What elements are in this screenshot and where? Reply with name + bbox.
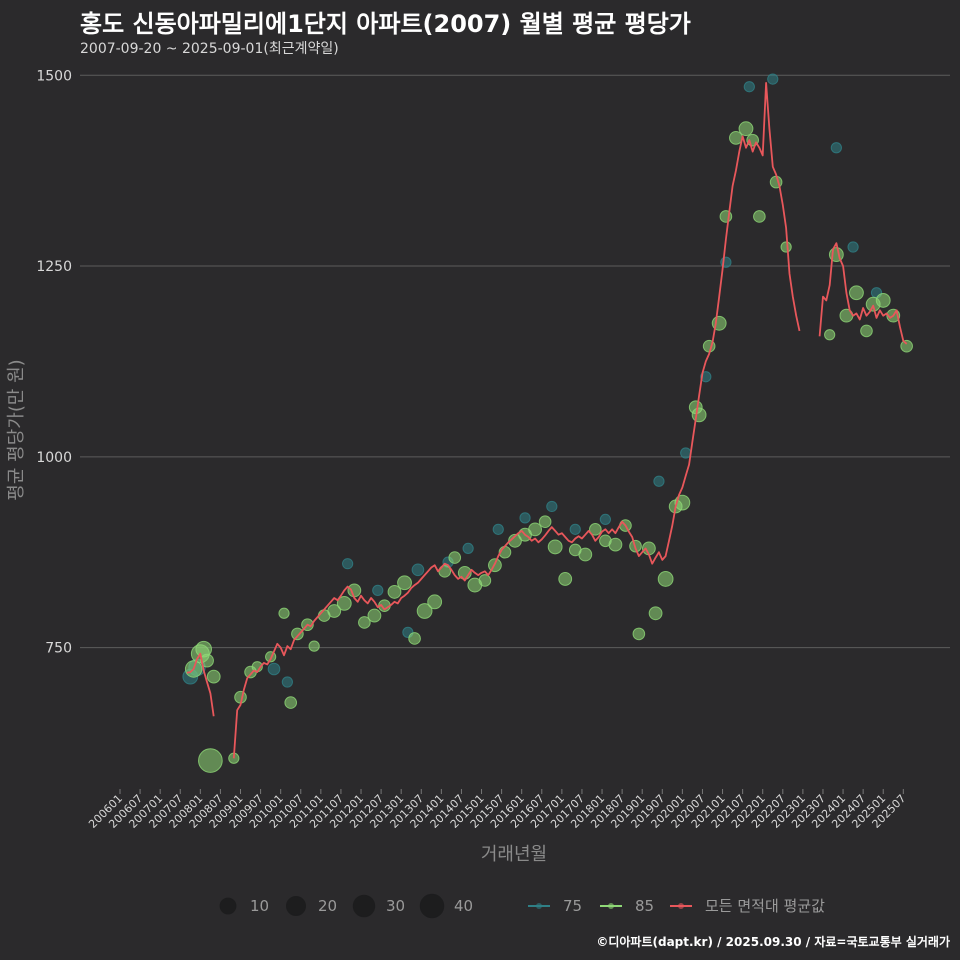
scatter-point-85 (397, 575, 412, 591)
scatter-point-85 (347, 583, 362, 598)
scatter-points (182, 73, 913, 773)
source-caption: ©디아파트(dapt.kr) / 2025.09.30 / 자료=국토교통부 실… (596, 935, 950, 949)
scatter-point-85 (824, 329, 836, 341)
scatter-point-85 (648, 606, 663, 621)
y-tick-label: 750 (45, 641, 72, 657)
scatter-point-85 (200, 653, 214, 668)
legend-size-symbol (352, 894, 376, 918)
y-tick-label: 1000 (36, 450, 72, 466)
scatter-point-75 (569, 523, 581, 535)
scatter-point-85 (327, 604, 342, 618)
scatter-point-85 (478, 574, 492, 587)
legend-size-symbol (419, 893, 445, 919)
y-axis-ticks: 750 1000 1250 1500 (36, 68, 72, 656)
legend-point-symbol (608, 903, 614, 909)
y-tick-label: 1250 (36, 259, 72, 275)
scatter-point-75 (462, 542, 474, 555)
scatter-point-75 (281, 676, 293, 688)
scatter-point-85 (860, 324, 873, 338)
scatter-point-85 (336, 595, 352, 611)
scatter-point-85 (753, 210, 766, 223)
scatter-point-75 (519, 512, 531, 524)
average-line (186, 82, 908, 759)
scatter-point-75 (743, 81, 755, 93)
scatter-point-85 (691, 407, 707, 423)
scatter-point-85 (657, 571, 674, 587)
scatter-point-75 (267, 662, 281, 676)
legend: 10 20 30 40 75 85 모든 면적대 평균값 (219, 893, 825, 919)
average-line-path (186, 82, 908, 759)
scatter-point-75 (830, 142, 842, 154)
scatter-point-85 (849, 285, 864, 301)
scatter-point-75 (680, 447, 692, 459)
scatter-point-75 (492, 523, 504, 535)
scatter-point-85 (508, 533, 522, 548)
scatter-point-75 (342, 558, 354, 570)
scatter-point-85 (608, 537, 623, 552)
legend-size-label: 20 (318, 897, 337, 915)
legend-size-symbol (219, 897, 237, 915)
grid-layer (80, 74, 950, 649)
legend-point-symbol (678, 903, 684, 909)
scatter-point-85 (198, 748, 223, 773)
scatter-point-85 (578, 547, 593, 562)
legend-size-label: 40 (454, 897, 473, 915)
scatter-point-85 (284, 696, 298, 709)
scatter-point-85 (780, 241, 792, 253)
scatter-point-85 (408, 632, 421, 645)
legend-series-label: 75 (563, 897, 582, 915)
scatter-point-75 (767, 73, 779, 85)
legend-size-symbol (285, 895, 307, 917)
legend-series-label: 85 (635, 897, 654, 915)
scatter-point-85 (558, 572, 573, 586)
scatter-point-75 (847, 241, 859, 253)
scatter-point-85 (528, 522, 542, 537)
scatter-point-85 (632, 627, 646, 641)
legend-size-label: 30 (386, 897, 405, 915)
scatter-point-85 (416, 603, 433, 619)
scatter-point-85 (538, 515, 552, 529)
x-axis-ticks: 2006012006072007012007072008012008072009… (86, 789, 908, 831)
scatter-point-75 (700, 371, 712, 383)
chart-subtitle: 2007-09-20 ~ 2025-09-01(최근계약일) (80, 41, 339, 57)
scatter-point-85 (291, 627, 304, 641)
legend-point-symbol (536, 903, 542, 909)
scatter-point-75 (653, 475, 665, 487)
scatter-point-85 (206, 669, 221, 684)
scatter-point-85 (358, 616, 371, 629)
x-axis-title: 거래년월 (481, 844, 547, 865)
scatter-point-85 (367, 608, 382, 623)
scatter-point-85 (427, 594, 443, 610)
chart-title: 홍도 신동아파밀리에1단지 아파트(2007) 월별 평균 평당가 (80, 10, 691, 38)
scatter-point-85 (738, 121, 754, 137)
y-tick-label: 1500 (36, 68, 72, 84)
scatter-point-85 (308, 640, 320, 652)
scatter-point-75 (411, 563, 425, 577)
scatter-point-85 (589, 523, 602, 536)
scatter-point-85 (547, 539, 563, 555)
legend-size-label: 10 (250, 897, 269, 915)
legend-series-label: 모든 면적대 평균값 (705, 897, 825, 915)
scatter-point-85 (387, 585, 402, 599)
scatter-point-75 (546, 500, 558, 513)
scatter-point-75 (372, 584, 384, 597)
y-axis-title: 평균 평당가(만 원) (6, 359, 27, 500)
scatter-point-85 (278, 607, 290, 619)
scatter-point-75 (599, 513, 611, 526)
scatter-point-85 (900, 339, 913, 353)
scatter-point-85 (448, 551, 462, 564)
scatter-point-85 (875, 292, 891, 308)
